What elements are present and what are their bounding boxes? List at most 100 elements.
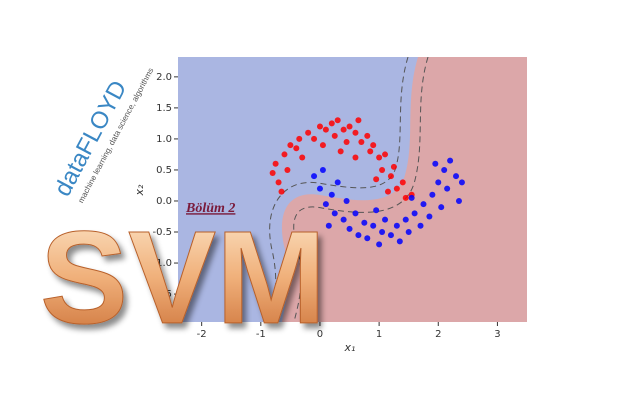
point bbox=[334, 179, 341, 186]
point bbox=[346, 225, 353, 232]
y-tick-label: -1.5 bbox=[152, 289, 172, 300]
point bbox=[405, 229, 412, 236]
point bbox=[281, 151, 288, 158]
x-axis-label: x₁ bbox=[344, 341, 356, 354]
point bbox=[387, 173, 394, 180]
point bbox=[311, 135, 318, 142]
point bbox=[311, 173, 318, 180]
point bbox=[367, 148, 374, 155]
point bbox=[337, 148, 344, 155]
point bbox=[340, 216, 347, 223]
point bbox=[382, 216, 389, 223]
point bbox=[331, 210, 338, 217]
point bbox=[299, 154, 306, 161]
point bbox=[399, 179, 406, 186]
point bbox=[384, 188, 391, 195]
logo: dataFLOYD machine learning, data science… bbox=[49, 66, 155, 204]
red-region bbox=[281, 57, 527, 322]
point bbox=[316, 185, 323, 192]
point bbox=[361, 219, 368, 226]
point bbox=[382, 151, 389, 158]
point bbox=[358, 139, 365, 146]
point bbox=[343, 139, 350, 146]
point bbox=[296, 135, 303, 142]
margin-line bbox=[293, 57, 429, 322]
x-tick-label: 1 bbox=[376, 329, 382, 340]
y-tick-label: -1.0 bbox=[152, 258, 172, 269]
point bbox=[319, 142, 326, 149]
point bbox=[278, 188, 285, 195]
point bbox=[458, 179, 465, 186]
point bbox=[328, 120, 335, 127]
points bbox=[269, 117, 465, 248]
point bbox=[438, 204, 445, 211]
point bbox=[275, 179, 282, 186]
point bbox=[346, 123, 353, 130]
point bbox=[379, 229, 386, 236]
point bbox=[364, 235, 371, 242]
x-tick-label: 0 bbox=[317, 329, 323, 340]
point bbox=[376, 154, 383, 161]
point bbox=[393, 185, 400, 192]
y-axis-label: x₂ bbox=[133, 184, 146, 197]
y-tick-label: 0.0 bbox=[156, 196, 172, 207]
point bbox=[334, 117, 341, 124]
headline: SVM bbox=[40, 204, 326, 351]
point bbox=[441, 166, 448, 173]
x-tick-label: 3 bbox=[494, 329, 500, 340]
point bbox=[387, 232, 394, 239]
point bbox=[420, 201, 427, 208]
point bbox=[435, 179, 442, 186]
point bbox=[328, 191, 335, 198]
point bbox=[331, 132, 338, 139]
y-tick-label: 1.5 bbox=[156, 103, 172, 114]
point bbox=[402, 194, 409, 201]
point bbox=[319, 166, 326, 173]
point bbox=[408, 194, 415, 201]
point bbox=[269, 170, 276, 177]
badge: Bölüm 2 bbox=[185, 201, 235, 216]
point bbox=[390, 163, 397, 170]
axes: -2 -1 0 1 2 3 -1.5 -1.0 -0.5 0.0 0.5 1.0 1.5 2.0 bbox=[152, 72, 500, 340]
point bbox=[352, 129, 359, 136]
point bbox=[316, 123, 323, 130]
x-tick-label: -1 bbox=[256, 329, 266, 340]
point bbox=[411, 210, 418, 217]
point bbox=[429, 191, 436, 198]
point bbox=[355, 232, 362, 239]
point bbox=[322, 126, 329, 133]
point bbox=[340, 126, 347, 133]
point bbox=[370, 142, 377, 149]
point bbox=[293, 145, 300, 152]
point bbox=[393, 222, 400, 229]
point bbox=[402, 216, 409, 223]
y-tick-label: 1.0 bbox=[156, 134, 172, 145]
point bbox=[322, 201, 329, 208]
point bbox=[352, 154, 359, 161]
point bbox=[426, 213, 433, 220]
point bbox=[325, 222, 332, 229]
point bbox=[355, 117, 362, 124]
point bbox=[305, 129, 312, 136]
point bbox=[455, 197, 462, 204]
decision-regions bbox=[178, 57, 527, 322]
y-tick-label: 0.5 bbox=[156, 165, 172, 176]
point bbox=[287, 142, 294, 149]
point bbox=[453, 173, 460, 180]
x-tick-label: -2 bbox=[197, 329, 207, 340]
point bbox=[343, 197, 350, 204]
point bbox=[352, 210, 359, 217]
point bbox=[370, 222, 377, 229]
point bbox=[284, 166, 291, 173]
point bbox=[272, 160, 279, 167]
point bbox=[376, 241, 383, 248]
point bbox=[432, 160, 439, 167]
point bbox=[373, 207, 380, 214]
point bbox=[364, 132, 371, 139]
y-tick-label: -0.5 bbox=[152, 227, 172, 238]
x-tick-label: 2 bbox=[435, 329, 441, 340]
y-tick-label: 2.0 bbox=[156, 72, 172, 83]
point bbox=[417, 222, 424, 229]
